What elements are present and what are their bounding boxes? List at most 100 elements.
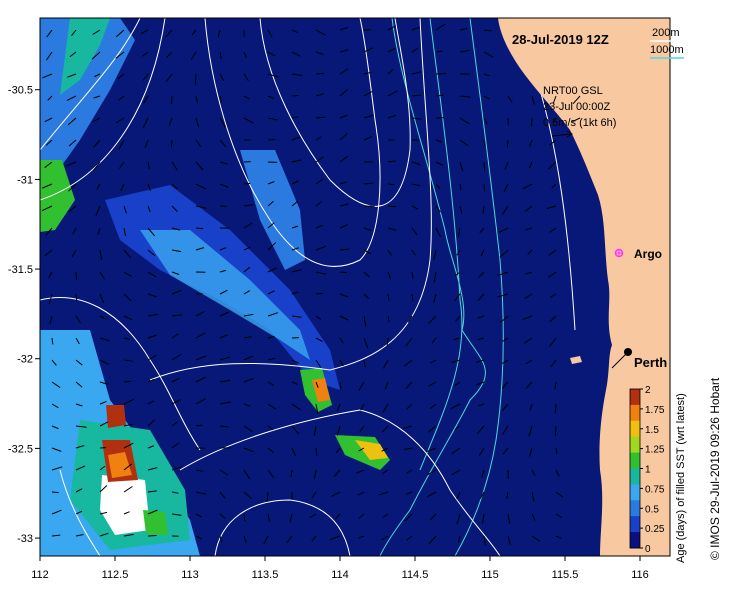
current-vector	[75, 445, 85, 449]
current-vector	[243, 73, 249, 82]
current-vector	[68, 183, 77, 192]
current-vector	[69, 51, 77, 58]
current-vector	[147, 354, 157, 361]
current-vector	[483, 183, 486, 192]
current-vector	[363, 337, 369, 349]
current-vector	[497, 293, 509, 298]
current-vector	[459, 205, 463, 214]
depth-legend: 200m 1000m	[650, 27, 684, 59]
current-vector	[147, 419, 155, 427]
current-vector	[531, 95, 535, 105]
current-vector	[44, 117, 53, 123]
rottnest-island	[570, 356, 582, 364]
current-vector	[147, 183, 151, 191]
current-vector	[267, 73, 279, 78]
current-vector	[291, 200, 299, 207]
current-vector	[433, 293, 437, 303]
ssh-contour-2	[40, 18, 166, 201]
current-vector	[313, 469, 317, 479]
current-vector	[411, 161, 421, 166]
current-vector	[555, 535, 562, 539]
current-vector	[51, 466, 63, 471]
current-vector	[219, 289, 228, 295]
current-vector	[147, 378, 155, 383]
x-tick-label-8: 116	[631, 569, 649, 581]
current-vector	[267, 381, 275, 386]
x-tick-label-7: 115.5	[552, 569, 579, 581]
current-vector	[171, 205, 178, 212]
current-vector	[426, 469, 437, 476]
current-vector	[118, 95, 125, 101]
current-info-time: 23-Jul 00:00Z	[543, 101, 611, 113]
colorbar-swatch-8	[630, 516, 640, 533]
current-vector	[195, 513, 202, 518]
current-vector	[339, 359, 344, 367]
current-vector	[360, 403, 365, 411]
current-vector	[267, 222, 275, 229]
current-vector	[435, 161, 444, 166]
current-vector	[336, 403, 341, 412]
current-vector	[529, 403, 533, 411]
current-vector	[194, 73, 197, 85]
current-vector	[290, 469, 293, 478]
current-vector	[378, 491, 389, 496]
current-vector	[291, 359, 300, 364]
current-vector	[382, 513, 389, 518]
current-vector	[363, 249, 372, 255]
current-vector	[459, 183, 462, 191]
current-vector	[331, 491, 341, 497]
current-vector	[339, 89, 348, 97]
current-vector	[51, 491, 59, 494]
current-vector	[502, 447, 509, 455]
x-tick-label-6: 115	[481, 569, 499, 581]
current-vector	[291, 51, 301, 57]
current-vector	[71, 249, 77, 258]
current-vector	[411, 71, 422, 75]
current-vector	[243, 355, 254, 361]
current-vector	[363, 90, 373, 97]
current-vector	[529, 139, 533, 147]
current-vector	[403, 425, 413, 430]
x-tick-label-2: 113	[181, 569, 199, 581]
current-vector	[555, 491, 564, 498]
current-vector	[171, 289, 182, 295]
current-vector	[195, 469, 204, 472]
perth-label: Perth	[634, 355, 667, 370]
current-vector	[459, 139, 469, 146]
current-vector	[147, 161, 150, 170]
current-vector	[51, 425, 59, 430]
current-vector	[171, 377, 180, 383]
current-vector	[506, 491, 509, 499]
colorbar-swatch-5	[630, 468, 640, 485]
current-vector	[93, 161, 101, 171]
current-vector	[195, 205, 207, 209]
current-vector	[411, 227, 418, 236]
current-vector	[291, 136, 301, 141]
current-vector	[171, 491, 179, 494]
ssh-contour-3	[204, 18, 381, 267]
current-vector	[428, 315, 437, 324]
argo-label: Argo	[634, 247, 662, 261]
land-western-australia	[498, 18, 670, 556]
current-vector	[339, 68, 349, 75]
current-vector	[315, 315, 322, 320]
current-vector	[480, 491, 485, 499]
current-vector	[435, 50, 443, 53]
current-vector	[75, 293, 78, 302]
current-vector	[123, 205, 127, 214]
current-vector	[118, 161, 125, 169]
current-vector	[411, 271, 414, 280]
current-vector	[358, 447, 365, 452]
current-vector	[51, 381, 61, 389]
current-vector	[267, 513, 270, 522]
current-vector	[115, 117, 125, 124]
current-vector	[46, 51, 53, 61]
current-vector	[75, 465, 86, 471]
current-vector	[267, 403, 277, 410]
current-vector	[335, 513, 341, 520]
current-vector	[99, 359, 109, 365]
current-vector	[555, 447, 558, 455]
current-vector	[363, 315, 367, 327]
credit-text: © IMOS 29-Jul-2019 09:26 Hobart	[708, 377, 722, 560]
current-vector	[147, 467, 158, 471]
